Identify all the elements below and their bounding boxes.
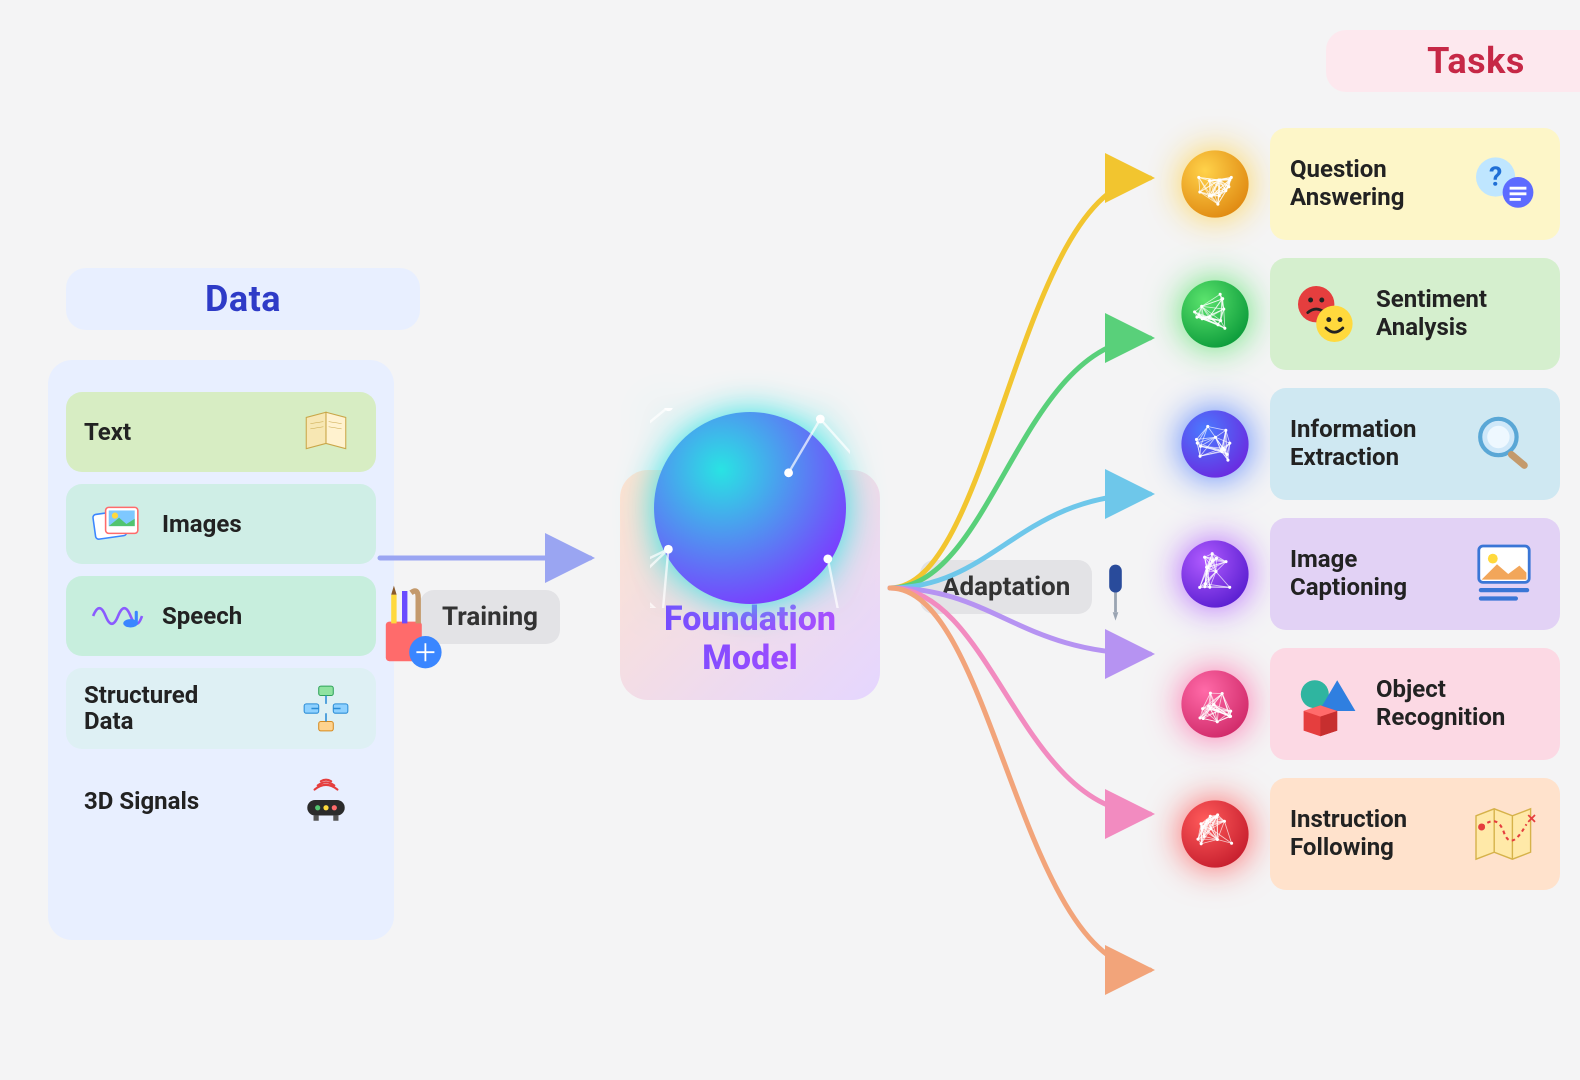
data-item-label: 3D Signals <box>84 788 280 814</box>
data-item-label: Text <box>84 419 280 445</box>
caption-icon <box>1468 543 1540 605</box>
data-item-label: Images <box>162 511 358 537</box>
task-sphere-icon <box>1180 669 1250 739</box>
data-item-label: Structured Data <box>84 682 280 735</box>
svg-text:✕: ✕ <box>1526 812 1537 827</box>
tools-cup-icon <box>366 582 456 676</box>
task-card-label: Instruction Following <box>1290 806 1454 861</box>
task-card-label: Object Recognition <box>1376 676 1540 731</box>
foundation-model-sphere-icon <box>650 408 850 612</box>
flow-icon <box>294 682 358 734</box>
training-label-text: Training <box>442 602 538 632</box>
book-icon <box>294 406 358 458</box>
adaptation-label-text: Adaptation <box>942 572 1070 602</box>
task-sphere-icon <box>1180 149 1250 219</box>
task-sphere-icon <box>1180 409 1250 479</box>
task-card-instruction-following: Instruction Following ✕ <box>1270 778 1560 890</box>
data-item-images: Images <box>66 484 376 564</box>
router-icon <box>294 775 358 827</box>
tasks-header: Tasks <box>1326 30 1580 92</box>
data-header: Data <box>66 268 420 330</box>
adaptation-label: Adaptation <box>920 560 1092 614</box>
svg-text:?: ? <box>1489 161 1502 192</box>
screwdriver-icon <box>1070 554 1140 638</box>
task-card-image-captioning: Image Captioning <box>1270 518 1560 630</box>
task-card-label: Sentiment Analysis <box>1376 286 1540 341</box>
fm-line2: Model <box>620 639 880 678</box>
data-item-text: Text <box>66 392 376 472</box>
data-header-label: Data <box>205 278 281 320</box>
data-item-label: Speech <box>162 603 358 629</box>
wave-icon <box>84 590 148 642</box>
tasks-header-label: Tasks <box>1427 40 1525 82</box>
sentiment-icon <box>1290 283 1362 345</box>
data-item-structured-data: Structured Data <box>66 668 376 749</box>
task-sphere-icon <box>1180 279 1250 349</box>
qa-icon: ? <box>1468 153 1540 215</box>
magnifier-icon <box>1468 413 1540 475</box>
task-card-label: Information Extraction <box>1290 416 1454 471</box>
task-card-object-recognition: Object Recognition <box>1270 648 1560 760</box>
data-panel: Text Images Speech Structured Data <box>48 360 394 940</box>
task-card-question-answering: Question Answering? <box>1270 128 1560 240</box>
map-icon: ✕ <box>1468 803 1540 865</box>
task-card-sentiment-analysis: Sentiment Analysis <box>1270 258 1560 370</box>
task-card-information-extraction: Information Extraction <box>1270 388 1560 500</box>
task-card-label: Image Captioning <box>1290 546 1454 601</box>
photo-icon <box>84 498 148 550</box>
task-sphere-icon <box>1180 799 1250 869</box>
task-sphere-icon <box>1180 539 1250 609</box>
task-card-label: Question Answering <box>1290 156 1454 211</box>
data-item-speech: Speech <box>66 576 376 656</box>
data-item-3d-signals: 3D Signals <box>66 761 376 841</box>
shapes-icon <box>1290 673 1362 735</box>
